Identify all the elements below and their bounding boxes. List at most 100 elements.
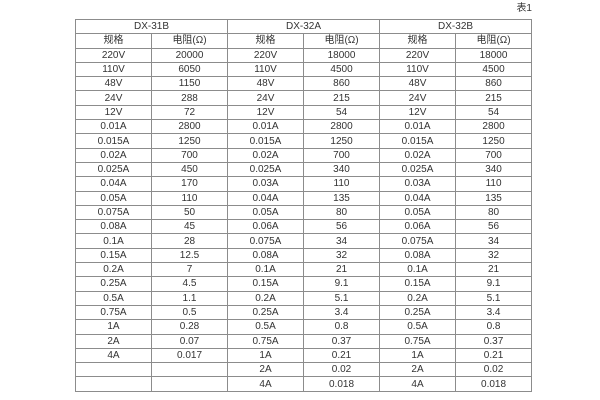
resistance-cell: 21 xyxy=(303,262,381,278)
spec-cell: 24V xyxy=(227,90,305,106)
resistance-cell: 3.4 xyxy=(455,304,533,321)
resistance-cell: 80 xyxy=(455,204,533,221)
resistance-cell: 45 xyxy=(150,219,229,235)
spec-cell: 0.5A xyxy=(75,290,152,306)
table-row: 0.075A 50 0.05A 80 0.05A 80 xyxy=(75,204,533,221)
resistance-cell: 4500 xyxy=(303,61,381,78)
resistance-cell: 110 xyxy=(303,176,381,192)
spec-cell: 48V xyxy=(379,76,457,92)
resistance-cell: 110 xyxy=(150,190,229,206)
spec-cell: 0.5A xyxy=(379,319,457,335)
spec-cell: 1A xyxy=(379,347,457,364)
resistance-cell: 340 xyxy=(303,161,381,178)
spec-cell: 24V xyxy=(379,90,457,106)
table-row: 0.025A 450 0.025A 340 0.025A 340 xyxy=(75,161,533,178)
resistance-cell: 12.5 xyxy=(150,247,229,264)
table-row: 0.05A 110 0.04A 135 0.04A 135 xyxy=(75,190,533,206)
resistance-cell xyxy=(150,376,229,392)
spec-cell: 24V xyxy=(75,90,152,106)
resistance-cell: 5.1 xyxy=(455,290,533,306)
spec-column-header: 规格 xyxy=(227,33,305,49)
resistance-cell: 50 xyxy=(150,204,229,221)
resistance-cell: 215 xyxy=(455,90,533,106)
resistance-cell: 54 xyxy=(303,104,381,121)
spec-cell: 0.06A xyxy=(379,219,457,235)
resistance-cell: 0.018 xyxy=(303,376,381,392)
resistance-cell: 18000 xyxy=(303,47,381,63)
spec-cell: 12V xyxy=(227,104,305,121)
spec-cell xyxy=(75,362,152,378)
spec-cell: 0.01A xyxy=(227,119,305,135)
resistance-cell: 1.1 xyxy=(150,290,229,306)
spec-cell: 0.01A xyxy=(75,119,152,135)
group-header-row: DX-31B DX-32A DX-32B xyxy=(74,18,533,35)
resistance-cell: 135 xyxy=(303,190,381,206)
spec-cell: 0.25A xyxy=(75,276,152,292)
spec-cell: 0.015A xyxy=(227,133,305,149)
table-row: 24V 288 24V 215 24V 215 xyxy=(75,90,533,106)
resistance-cell: 4500 xyxy=(455,61,533,78)
resistance-cell: 0.37 xyxy=(303,333,381,349)
resistance-cell: 34 xyxy=(303,233,381,249)
resistance-column-header: 电阻(Ω) xyxy=(150,33,229,49)
resistance-cell: 0.8 xyxy=(303,319,381,335)
resistance-cell: 32 xyxy=(455,247,533,264)
resistance-cell: 170 xyxy=(150,176,229,192)
spec-cell: 0.02A xyxy=(379,147,457,163)
spec-cell: 0.25A xyxy=(227,304,305,321)
spec-cell: 0.15A xyxy=(75,247,152,264)
spec-cell: 0.05A xyxy=(379,204,457,221)
spec-cell: 0.08A xyxy=(227,247,305,264)
spec-cell: 0.15A xyxy=(379,276,457,292)
spec-column-header: 规格 xyxy=(75,33,152,49)
resistance-cell: 110 xyxy=(455,176,533,192)
resistance-cell: 0.5 xyxy=(150,304,229,321)
table-row: 0.25A 4.5 0.15A 9.1 0.15A 9.1 xyxy=(75,276,533,292)
resistance-cell: 0.8 xyxy=(455,319,533,335)
spec-cell: 0.015A xyxy=(379,133,457,149)
spec-cell xyxy=(75,376,152,392)
spec-cell: 0.025A xyxy=(75,161,152,178)
resistance-cell: 80 xyxy=(303,204,381,221)
resistance-cell: 21 xyxy=(455,262,533,278)
spec-cell: 0.025A xyxy=(379,161,457,178)
resistance-cell: 1250 xyxy=(455,133,533,149)
spec-cell: 12V xyxy=(75,104,152,121)
resistance-cell: 6050 xyxy=(150,61,229,78)
spec-cell: 2A xyxy=(227,362,305,378)
resistance-cell: 3.4 xyxy=(303,304,381,321)
spec-cell: 0.1A xyxy=(379,262,457,278)
spec-cell: 0.06A xyxy=(227,219,305,235)
table-body: 220V 20000 220V 18000 220V 18000 110V 6050 110V 4… xyxy=(75,47,533,392)
spec-cell: 1A xyxy=(75,319,152,335)
resistance-cell: 56 xyxy=(455,219,533,235)
resistance-cell xyxy=(150,362,229,378)
spec-cell: 0.1A xyxy=(227,262,305,278)
spec-cell: 0.2A xyxy=(75,262,152,278)
spec-cell: 0.075A xyxy=(227,233,305,249)
spec-cell: 110V xyxy=(379,61,457,78)
spec-cell: 0.015A xyxy=(75,133,152,149)
resistance-cell: 288 xyxy=(150,90,229,106)
spec-cell: 0.5A xyxy=(227,319,305,335)
resistance-cell: 9.1 xyxy=(303,276,381,292)
resistance-cell: 0.07 xyxy=(150,333,229,349)
resistance-cell: 56 xyxy=(303,219,381,235)
resistance-cell: 860 xyxy=(455,76,533,92)
resistance-cell: 28 xyxy=(150,233,229,249)
table-row: 0.2A 7 0.1A 21 0.1A 21 xyxy=(75,262,533,278)
table-row: 110V 6050 110V 4500 110V 4500 xyxy=(75,61,533,78)
resistance-cell: 1150 xyxy=(150,76,229,92)
spec-cell: 0.03A xyxy=(227,176,305,192)
resistance-cell: 5.1 xyxy=(303,290,381,306)
resistance-column-header: 电阻(Ω) xyxy=(455,33,533,49)
resistance-cell: 7 xyxy=(150,262,229,278)
resistance-cell: 0.28 xyxy=(150,319,229,335)
table-row: 220V 20000 220V 18000 220V 18000 xyxy=(75,47,533,63)
resistance-column-header: 电阻(Ω) xyxy=(303,33,381,49)
spec-cell: 1A xyxy=(227,347,305,364)
spec-cell: 0.03A xyxy=(379,176,457,192)
spec-cell: 2A xyxy=(379,362,457,378)
table-caption: 表1 xyxy=(516,3,532,14)
resistance-cell: 4.5 xyxy=(150,276,229,292)
